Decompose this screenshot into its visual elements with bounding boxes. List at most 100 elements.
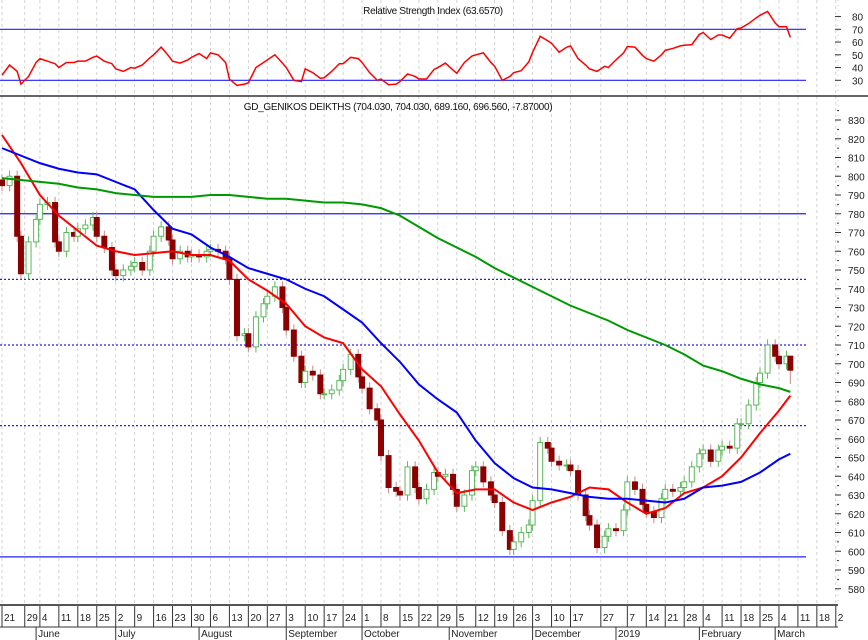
date-tick-label: 24 bbox=[345, 613, 357, 624]
candle-body bbox=[385, 455, 392, 488]
candle-body bbox=[757, 372, 763, 383]
price-tick-label: 700 bbox=[848, 360, 865, 371]
price-tick-label: 780 bbox=[848, 210, 865, 221]
date-tick-label: 4 bbox=[42, 613, 48, 624]
price-tick-label: 660 bbox=[848, 435, 865, 446]
candle-body bbox=[396, 490, 403, 496]
date-tick-label: 19 bbox=[497, 613, 509, 624]
candle-body bbox=[745, 404, 752, 425]
date-tick-label: 10 bbox=[554, 613, 566, 624]
candle-body bbox=[696, 453, 703, 468]
date-tick-label: 27 bbox=[603, 613, 615, 624]
date-tick-label: 21 bbox=[4, 613, 16, 624]
candle-body bbox=[605, 528, 612, 537]
date-tick-label: 11 bbox=[61, 613, 72, 624]
candle-body bbox=[321, 393, 328, 396]
date-tick-label: 29 bbox=[440, 613, 452, 624]
date-tick-label: 16 bbox=[156, 613, 168, 624]
candle-body bbox=[404, 466, 411, 496]
candle-body bbox=[529, 500, 536, 526]
month-label: 2019 bbox=[618, 629, 641, 640]
candle-body bbox=[643, 503, 650, 513]
date-tick-label: 27 bbox=[269, 613, 281, 624]
candle-body bbox=[734, 423, 741, 449]
date-tick-label: 7 bbox=[629, 613, 635, 624]
candle-body bbox=[707, 449, 714, 462]
candle-body bbox=[359, 376, 366, 389]
candle-body bbox=[309, 370, 316, 376]
candle-body bbox=[279, 286, 286, 308]
candle-body bbox=[283, 307, 290, 331]
date-tick-label: 18 bbox=[819, 613, 831, 624]
candle-body bbox=[461, 494, 468, 507]
month-label: September bbox=[288, 629, 338, 640]
rsi-tick-label: 60 bbox=[852, 38, 864, 49]
candle-body bbox=[6, 175, 13, 187]
candle-body bbox=[480, 466, 487, 483]
candle-body bbox=[165, 226, 172, 241]
candle-body bbox=[506, 530, 513, 550]
price-tick-label: 810 bbox=[848, 154, 865, 165]
candle-body bbox=[594, 524, 601, 548]
candle-body bbox=[139, 262, 146, 271]
price-tick-label: 600 bbox=[848, 547, 865, 558]
candle-body bbox=[25, 241, 32, 275]
month-label: November bbox=[451, 629, 498, 640]
candle-body bbox=[298, 355, 305, 383]
candle-body bbox=[453, 488, 460, 507]
price-tick-label: 790 bbox=[848, 191, 865, 202]
candle-body bbox=[510, 541, 517, 550]
candle-body bbox=[753, 382, 760, 406]
month-label: December bbox=[535, 629, 582, 640]
candle-body bbox=[33, 218, 40, 243]
candle-body bbox=[36, 203, 43, 220]
candle-body bbox=[317, 374, 324, 395]
date-tick-label: 15 bbox=[402, 613, 414, 624]
candle-body bbox=[14, 175, 21, 237]
candle-body bbox=[715, 449, 722, 462]
ma-red-line bbox=[1, 134, 792, 515]
candle-body bbox=[624, 481, 631, 511]
candle-body bbox=[787, 355, 794, 371]
price-tick-label: 740 bbox=[848, 285, 865, 296]
date-tick-label: 25 bbox=[99, 613, 111, 624]
candle-body bbox=[556, 460, 563, 466]
candle-body bbox=[55, 241, 62, 252]
rsi-tick-label: 30 bbox=[852, 76, 864, 87]
candle-body bbox=[112, 269, 119, 277]
date-tick-label: 8 bbox=[383, 613, 389, 624]
candle-body bbox=[412, 466, 419, 488]
date-tick-label: 22 bbox=[421, 613, 433, 624]
candle-body bbox=[207, 248, 214, 252]
date-tick-label: 4 bbox=[705, 613, 711, 624]
candle-body bbox=[177, 250, 184, 260]
date-tick-label: 4 bbox=[781, 613, 787, 624]
candle-body bbox=[772, 344, 779, 357]
date-tick-label: 2 bbox=[118, 613, 124, 624]
candle-body bbox=[567, 464, 574, 472]
candle-body bbox=[340, 368, 347, 382]
candle-body bbox=[662, 488, 669, 500]
candle-body bbox=[537, 442, 544, 502]
price-tick-label: 750 bbox=[848, 266, 865, 277]
ma-blue-line bbox=[1, 147, 791, 504]
candle-body bbox=[63, 232, 70, 252]
candle-body bbox=[423, 488, 430, 500]
candle-body bbox=[620, 509, 627, 532]
date-tick-label: 11 bbox=[800, 613, 811, 624]
price-tick-label: 830 bbox=[848, 116, 865, 127]
price-tick-label: 690 bbox=[848, 379, 865, 390]
candle-body bbox=[431, 472, 438, 490]
candle-body bbox=[442, 473, 449, 477]
candle-body bbox=[378, 419, 384, 457]
month-label: October bbox=[364, 629, 400, 640]
candle-body bbox=[518, 532, 525, 543]
candle-body bbox=[499, 502, 506, 532]
price-tick-label: 720 bbox=[848, 322, 865, 333]
date-tick-label: 30 bbox=[194, 613, 206, 624]
date-tick-label: 25 bbox=[762, 613, 774, 624]
date-tick-label: 2 bbox=[838, 613, 844, 624]
month-label: August bbox=[201, 629, 232, 640]
vertical-gridlines bbox=[1, 0, 837, 605]
